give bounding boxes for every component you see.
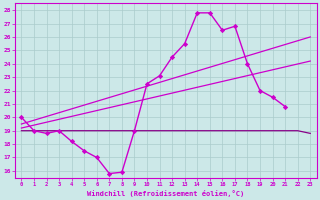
X-axis label: Windchill (Refroidissement éolien,°C): Windchill (Refroidissement éolien,°C) (87, 190, 244, 197)
